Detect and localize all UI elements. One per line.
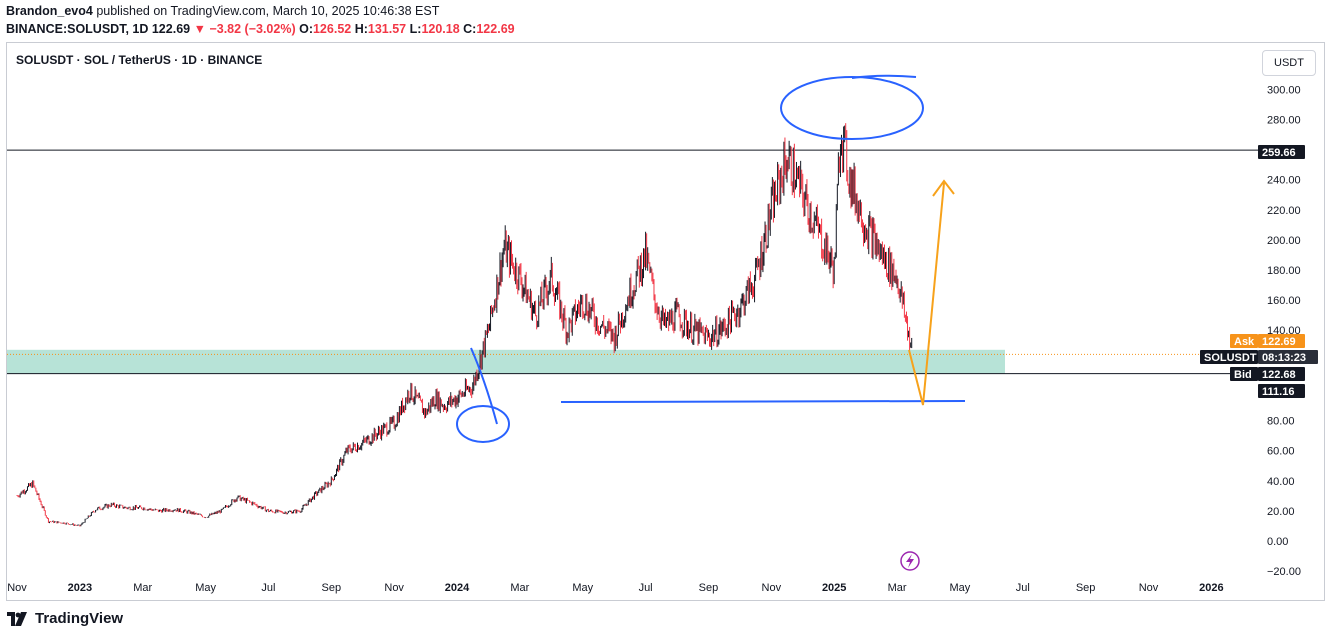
y-tick-label: 280.00 [1267, 114, 1301, 126]
x-tick-label: Nov [384, 582, 404, 594]
tradingview-brand: TradingView [7, 610, 123, 627]
x-tick-label: Jul [261, 582, 275, 594]
y-tick-label: 240.00 [1267, 175, 1301, 187]
projection-arrowhead-icon [932, 179, 955, 197]
bottom-circle-drawing[interactable] [456, 405, 510, 443]
y-tick-label: 40.00 [1267, 476, 1295, 488]
y-tick-label: 20.00 [1267, 506, 1295, 518]
y-tick-label: 300.00 [1267, 84, 1301, 96]
top-circle-tail-drawing[interactable] [851, 74, 917, 79]
bid-label-tag-bg [1230, 367, 1258, 381]
x-tick-label: Jul [639, 582, 653, 594]
x-tick-label: Sep [1076, 582, 1096, 594]
down-arrow-icon: ▼ [193, 22, 206, 36]
x-tick-label: Sep [322, 582, 342, 594]
x-tick-label: 2025 [822, 582, 846, 594]
publish-info: Brandon_evo4 published on TradingView.co… [6, 4, 440, 18]
chart-frame[interactable] [6, 42, 1325, 601]
x-tick-label: May [195, 582, 216, 594]
bottom-circle-stroke-drawing[interactable] [470, 347, 498, 425]
ask-label-tag: Ask [1234, 336, 1255, 348]
symbol-tag-bg [1200, 350, 1258, 364]
support-price-tag-bg [1258, 384, 1305, 398]
resistance-price-tag: 259.66 [1262, 147, 1296, 159]
x-tick-label: 2026 [1199, 582, 1223, 594]
support-trendline-drawing[interactable] [560, 400, 966, 403]
symbol-tag: SOLUSDT [1204, 352, 1257, 364]
x-tick-label: 2024 [445, 582, 470, 594]
ask-label-tag-bg [1230, 334, 1258, 348]
countdown-tag: 08:13:23 [1262, 352, 1306, 364]
ohlc-line: BINANCE:SOLUSDT, 1D 122.69 ▼ −3.82 (−3.0… [6, 22, 515, 36]
x-tick-label: May [572, 582, 593, 594]
y-tick-label: 80.00 [1267, 416, 1295, 428]
resistance-price-tag-bg [1258, 145, 1305, 159]
x-tick-label: Jul [1016, 582, 1030, 594]
bid-price-tag: 122.68 [1262, 369, 1296, 381]
y-tick-label: 220.00 [1267, 205, 1301, 217]
x-tick-label: Nov [1139, 582, 1159, 594]
x-tick-label: 2023 [68, 582, 92, 594]
countdown-tag-bg [1258, 350, 1318, 364]
y-tick-label: 160.00 [1267, 295, 1301, 307]
lightning-bolt-icon [906, 554, 914, 568]
support-zone[interactable] [7, 349, 1005, 374]
top-circle-drawing[interactable] [780, 76, 924, 140]
chart-legend: SOLUSDT · SOL / TetherUS · 1D · BINANCE [16, 53, 263, 67]
x-tick-label: Mar [510, 582, 529, 594]
x-tick-label: May [950, 582, 971, 594]
lightning-icon[interactable] [900, 551, 920, 571]
projection-path-drawing[interactable] [908, 182, 945, 406]
tradingview-logo-icon [7, 611, 27, 626]
y-tick-label: 0.00 [1267, 536, 1288, 548]
currency-button[interactable]: USDT [1262, 50, 1316, 76]
y-tick-label: 200.00 [1267, 235, 1301, 247]
support-price-tag: 111.16 [1262, 386, 1294, 398]
x-tick-label: Sep [699, 582, 719, 594]
bid-label-tag: Bid [1234, 369, 1252, 381]
x-tick-label: Mar [888, 582, 907, 594]
bid-price-tag-bg [1258, 367, 1305, 381]
x-tick-label: Mar [133, 582, 152, 594]
y-tick-label: 60.00 [1267, 446, 1295, 458]
ask-price-tag: 122.69 [1262, 336, 1296, 348]
y-tick-label: −20.00 [1267, 566, 1301, 578]
x-tick-label: Nov [7, 582, 27, 594]
x-tick-label: Nov [762, 582, 782, 594]
y-tick-label: 180.00 [1267, 265, 1301, 277]
ask-price-tag-bg [1258, 334, 1305, 348]
